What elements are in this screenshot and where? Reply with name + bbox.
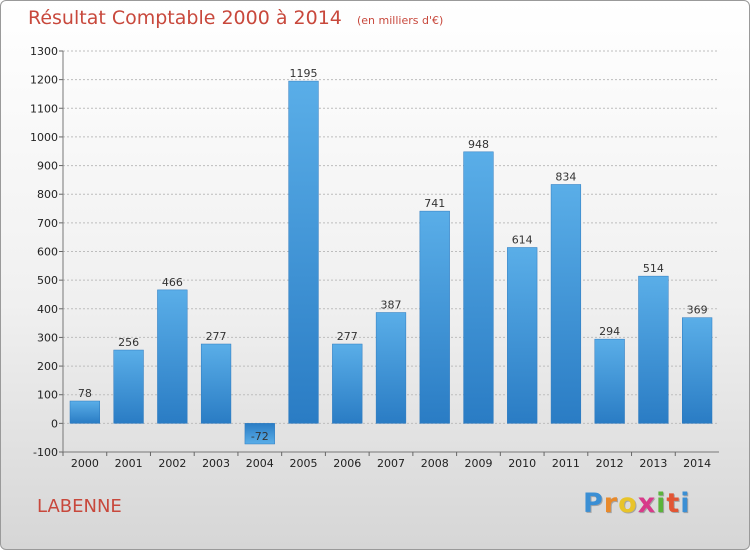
- data-label: 277: [206, 330, 227, 343]
- data-label: 614: [512, 233, 533, 246]
- x-tick-label: 2004: [246, 457, 274, 470]
- bar-2004: [244, 423, 275, 445]
- x-tick-label: 2005: [290, 457, 318, 470]
- y-tick-label: 1100: [30, 102, 58, 115]
- y-tick-label: 200: [37, 360, 58, 373]
- chart-subtitle: (en milliers d'€): [356, 14, 444, 27]
- x-tick-label: 2010: [508, 457, 536, 470]
- bar-2005: [288, 80, 319, 424]
- data-label: 387: [381, 299, 402, 312]
- x-tick-label: 2007: [377, 457, 405, 470]
- bar-2012: [594, 338, 625, 424]
- y-tick-label: 500: [37, 274, 58, 287]
- data-label: 466: [162, 276, 183, 289]
- data-label: 78: [78, 387, 92, 400]
- x-tick-label: 2001: [115, 457, 143, 470]
- x-tick-label: 2012: [596, 457, 624, 470]
- bar-2001: [113, 349, 144, 424]
- x-tick-label: 2000: [71, 457, 99, 470]
- bar-2007: [375, 312, 407, 424]
- data-label: 514: [643, 262, 664, 275]
- x-tick-label: 2014: [683, 457, 711, 470]
- y-tick-label: -100: [33, 446, 58, 459]
- data-label: 256: [118, 336, 139, 349]
- bar-2011: [550, 184, 582, 424]
- bar-2013: [638, 275, 669, 424]
- logo-letter: x: [637, 488, 657, 519]
- logo-letter: r: [603, 488, 619, 519]
- y-tick-label: 1300: [30, 45, 58, 58]
- y-tick-label: 100: [37, 389, 58, 402]
- data-label: 277: [337, 330, 358, 343]
- data-label: 948: [468, 138, 489, 151]
- logo-letter: i: [656, 488, 667, 519]
- y-tick-label: 300: [37, 331, 58, 344]
- chart-title-text: Résultat Comptable 2000 à 2014: [28, 7, 342, 29]
- y-tick-label: 800: [37, 188, 58, 201]
- x-tick-label: 2006: [333, 457, 361, 470]
- data-label: 834: [555, 170, 576, 183]
- bar-2010: [507, 247, 538, 424]
- proxiti-logo: Proxiti: [583, 488, 691, 519]
- data-label: -72: [251, 430, 269, 443]
- bar-2000: [69, 400, 100, 424]
- x-tick-label: 2009: [464, 457, 492, 470]
- y-tick-label: 0: [51, 417, 58, 430]
- data-label: 741: [424, 197, 445, 210]
- logo-letter: o: [618, 488, 638, 519]
- data-label: 294: [599, 325, 620, 338]
- y-tick-label: 1200: [30, 74, 58, 87]
- logo-letter: t: [666, 488, 681, 519]
- data-label: 1195: [290, 67, 318, 80]
- chart-title: Résultat Comptable 2000 à 2014 (en milli…: [28, 7, 443, 29]
- logo-letter: P: [583, 488, 604, 519]
- x-tick-label: 2013: [639, 457, 667, 470]
- x-tick-label: 2008: [421, 457, 449, 470]
- y-tick-label: 900: [37, 160, 58, 173]
- y-tick-label: 400: [37, 303, 58, 316]
- x-tick-label: 2002: [158, 457, 186, 470]
- logo-letter: i: [680, 488, 691, 519]
- bar-2014: [682, 317, 713, 424]
- x-tick-label: 2011: [552, 457, 580, 470]
- y-tick-label: 1000: [30, 131, 58, 144]
- bar-2002: [157, 289, 188, 424]
- bar-2006: [332, 343, 363, 424]
- bar-2008: [419, 210, 450, 424]
- data-label: 369: [687, 304, 708, 317]
- bar-2009: [463, 151, 494, 424]
- x-tick-label: 2003: [202, 457, 230, 470]
- commune-name: LABENNE: [37, 496, 122, 517]
- bar-2003: [200, 343, 232, 424]
- y-tick-label: 600: [37, 246, 58, 259]
- y-tick-label: 700: [37, 217, 58, 230]
